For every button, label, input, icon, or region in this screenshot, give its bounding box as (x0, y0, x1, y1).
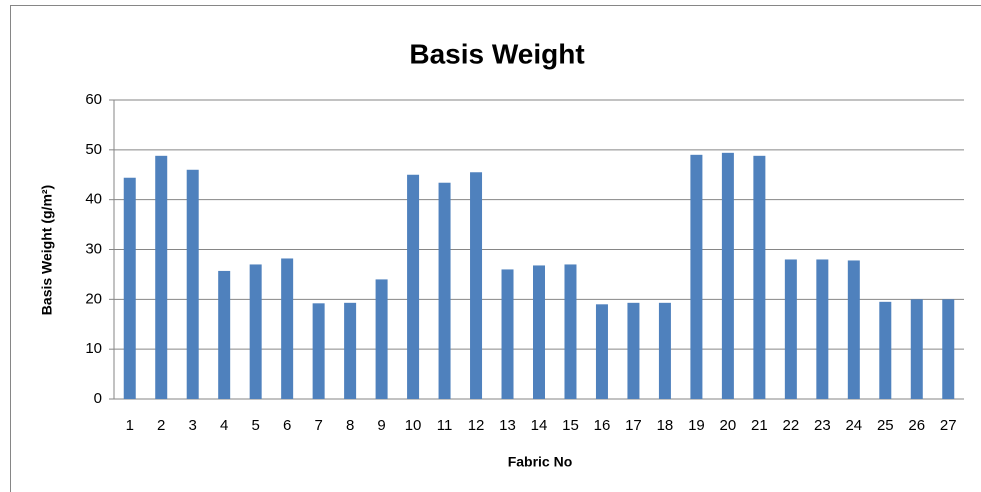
bar (186, 169, 199, 399)
x-tick-label: 11 (437, 417, 453, 434)
x-tick-label: 3 (189, 417, 197, 434)
x-tick-label: 21 (751, 417, 768, 434)
bar (438, 182, 451, 399)
y-tick-label: 40 (85, 191, 102, 208)
chart-frame (10, 5, 981, 492)
bar (344, 302, 357, 399)
x-tick-label: 27 (940, 417, 957, 434)
bar (407, 174, 420, 399)
bar (218, 270, 231, 399)
x-tick-label: 1 (126, 417, 134, 434)
bar (533, 265, 545, 399)
bar (658, 302, 671, 399)
bar (501, 269, 514, 399)
chart-title: Basis Weight (409, 38, 584, 69)
x-tick-label: 22 (783, 417, 800, 434)
bar (249, 264, 262, 399)
x-tick-label: 13 (499, 417, 516, 434)
bar (281, 258, 294, 399)
bar (753, 155, 766, 399)
bar (910, 299, 923, 399)
y-tick-label: 20 (85, 290, 102, 307)
x-tick-label: 8 (346, 417, 354, 434)
bar (721, 152, 734, 399)
x-tick-label: 12 (468, 417, 485, 434)
x-tick-label: 24 (845, 417, 862, 434)
x-tick-label: 25 (877, 417, 894, 434)
y-axis-label: Basis Weight (g/m²) (39, 185, 55, 315)
x-tick-label: 23 (814, 417, 831, 434)
bar (816, 259, 829, 399)
x-tick-label: 18 (657, 417, 674, 434)
bar (564, 264, 577, 399)
x-tick-label: 17 (625, 417, 642, 434)
x-tick-label: 9 (377, 417, 385, 434)
x-tick-label: 14 (531, 417, 548, 434)
x-tick-label: 4 (220, 417, 228, 434)
y-tick-label: 50 (85, 141, 102, 158)
bar (879, 301, 892, 399)
y-tick-label: 10 (85, 340, 102, 357)
x-tick-label: 15 (562, 417, 579, 434)
x-tick-label: 20 (720, 417, 737, 434)
y-tick-label: 60 (85, 91, 102, 108)
x-tick-label: 5 (251, 417, 259, 434)
bar (595, 304, 608, 399)
x-tick-label: 7 (314, 417, 322, 434)
x-tick-label: 2 (157, 417, 165, 434)
bar (690, 154, 703, 399)
bar (123, 177, 136, 399)
x-tick-label: 26 (908, 417, 925, 434)
bar (847, 260, 860, 399)
y-tick-label: 30 (85, 240, 102, 257)
x-tick-label: 10 (405, 417, 422, 434)
bar (312, 303, 325, 399)
x-tick-label: 16 (594, 417, 611, 434)
x-tick-label: 19 (688, 417, 705, 434)
bar (470, 172, 483, 399)
bar (375, 279, 388, 399)
bar (627, 302, 640, 399)
bar (155, 155, 168, 399)
bar (942, 299, 955, 399)
x-tick-label: 6 (283, 417, 291, 434)
x-axis-label: Fabric No (508, 454, 573, 470)
y-tick-label: 0 (94, 390, 102, 407)
bar (784, 259, 797, 399)
